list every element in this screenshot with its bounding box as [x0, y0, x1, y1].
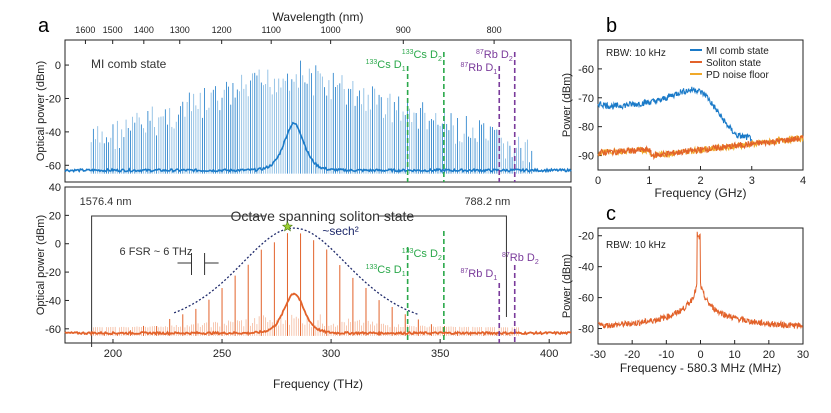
a-top-wavelength-label: 1200: [212, 25, 232, 35]
b-legend-label-sol: Soliton state: [706, 58, 761, 69]
b-xtick-label: 3: [749, 175, 755, 187]
a-top-wavelength-label: 1400: [134, 25, 154, 35]
a-top-ytick-label: -60: [45, 160, 61, 172]
a-bottom-xtick-label: 250: [213, 348, 231, 360]
a-bottom-ytick-label: -20: [45, 267, 61, 279]
panel-a-top-chart: 1600 1500 1400 1300 1200 1100 1000 900 800 Wavele…: [35, 10, 572, 183]
a-bottom-ytick-label: -60: [45, 324, 61, 336]
c-xtick-label: -20: [624, 349, 640, 361]
b-ytick-label: -60: [578, 64, 594, 76]
c-ytick-label: -20: [578, 231, 594, 243]
a-bottom-marker-2-label: 87Rb D1: [460, 268, 497, 282]
panel-c-chart: -20 -40 -60 -80 Power (dBm) -30 -20 -10 0 10 20 30 F…: [561, 227, 809, 375]
a-bottom-span-bracket-left: [91, 215, 266, 347]
c-xtick-label: 10: [729, 349, 741, 361]
b-trace-sol: [597, 135, 804, 161]
b-ylabel: Power (dBm): [561, 73, 573, 137]
a-bottom-span-right: 788.2 nm: [464, 196, 510, 208]
c-rbw-annotation: RBW: 10 kHz: [606, 240, 666, 251]
a-bottom-fsr-label: 6 FSR ~ 6 THz: [120, 246, 193, 258]
panel-label-c: c: [606, 203, 616, 225]
a-bottom-marker-0-label: 133Cs D1: [366, 264, 406, 278]
a-top-marker-0-label: 133Cs D1: [366, 59, 406, 73]
a-bottom-marker-1-label: 133Cs D2: [402, 248, 442, 262]
a-top-frame: [64, 39, 572, 183]
a-top-wavelength-label: 1300: [170, 25, 190, 35]
a-bottom-xtick-label: 200: [104, 348, 122, 360]
a-top-state-label: MI comb state: [91, 57, 167, 71]
a-bottom-xtick-label: 350: [431, 348, 449, 360]
a-top-ytick-label: 0: [55, 60, 61, 72]
a-bottom-envelope-trace: [64, 292, 572, 336]
a-bottom-ytick-label: 0: [55, 239, 61, 251]
b-xtick-label: 2: [697, 175, 703, 187]
a-bottom-xtick-label: 400: [540, 348, 558, 360]
b-rbw-annotation: RBW: 10 kHz: [606, 48, 666, 59]
b-xlabel: Frequency (GHz): [654, 186, 746, 200]
b-legend-label-pd: PD noise floor: [706, 70, 769, 81]
c-xtick-label: 30: [797, 349, 809, 361]
a-top-envelope-trace: [64, 121, 572, 174]
a-bottom-span-bracket-right: [379, 215, 507, 317]
a-bottom-ytick-label: 20: [49, 210, 61, 222]
a-bottom-ylabel: Optical power (dBm): [35, 215, 47, 315]
a-top-marker-3-label: 87Rb D2: [476, 49, 513, 63]
b-legend-label-mi: MI comb state: [706, 46, 769, 57]
a-bottom-xlabel: Frequency (THz): [273, 377, 363, 391]
a-top-wavelength-label: 900: [396, 25, 411, 35]
panel-label-a: a: [38, 15, 50, 37]
b-ytick-label: -80: [578, 122, 594, 134]
a-bottom-xtick-label: 300: [322, 348, 340, 360]
a-bottom-ytick-label: -40: [45, 295, 61, 307]
c-ytick-label: -80: [578, 324, 594, 336]
b-xtick-label: 0: [595, 175, 601, 187]
a-bottom-frame: [64, 186, 572, 344]
a-bottom-pump-star-icon: [281, 220, 293, 232]
c-xtick-label: 0: [697, 349, 703, 361]
a-bottom-ytick-label: 40: [49, 182, 61, 194]
b-trace-pd: [597, 134, 804, 159]
c-xtick-label: 20: [763, 349, 775, 361]
a-top-marker-2-label: 87Rb D1: [460, 62, 497, 76]
a-bottom-sech-fit: [173, 227, 419, 316]
a-top-wavelength-label: 1600: [75, 25, 95, 35]
b-ytick-label: -90: [578, 151, 594, 163]
a-top-wavelength-title: Wavelength (nm): [273, 10, 364, 24]
a-top-wavelength-label: 1500: [103, 25, 123, 35]
b-trace-mi: [597, 86, 753, 142]
a-top-wavelength-label: 1100: [262, 25, 281, 35]
a-bottom-state-title: Octave spanning soliton state: [231, 208, 415, 224]
a-bottom-marker-3-label: 87Rb D2: [502, 252, 539, 266]
a-bottom-sech-label: ~sech²: [322, 224, 358, 238]
a-top-ylabel: Optical power (dBm): [35, 61, 47, 161]
a-bottom-span-left: 1576.4 nm: [80, 196, 132, 208]
c-ytick-label: -60: [578, 293, 594, 305]
a-top-wavelength-label: 1000: [321, 25, 341, 35]
c-ytick-label: -40: [578, 262, 594, 274]
b-xtick-label: 1: [646, 175, 652, 187]
c-xlabel: Frequency - 580.3 MHz (MHz): [620, 361, 781, 375]
b-xtick-label: 4: [800, 175, 806, 187]
c-xtick-label: -10: [658, 349, 674, 361]
panel-b-chart: -60 -70 -80 -90 Power (dBm) 0 1 2 3 4 Frequency (G…: [561, 39, 806, 200]
a-top-marker-1-label: 133Cs D2: [402, 49, 442, 63]
panel-label-b: b: [606, 15, 617, 37]
c-beat-note-trace: [597, 231, 804, 330]
c-ylabel: Power (dBm): [561, 254, 573, 318]
a-top-wavelength-label: 800: [487, 25, 502, 35]
b-ytick-label: -70: [578, 93, 594, 105]
a-top-ytick-label: -40: [45, 127, 61, 139]
c-xtick-label: -30: [590, 349, 606, 361]
a-top-ytick-label: -20: [45, 93, 61, 105]
